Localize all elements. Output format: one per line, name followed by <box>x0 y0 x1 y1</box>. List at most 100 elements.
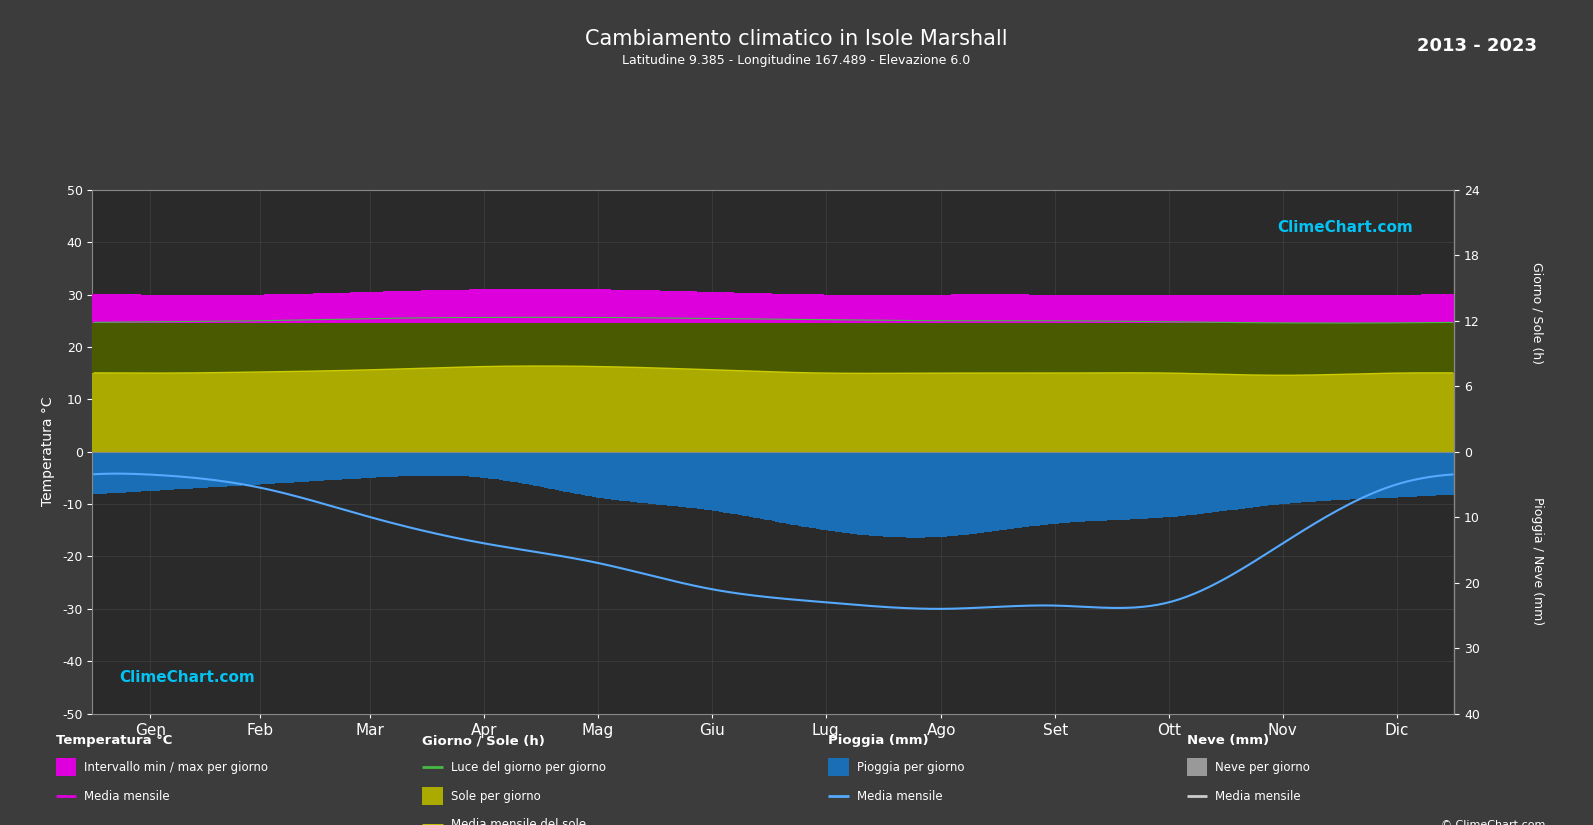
Bar <box>462 452 465 476</box>
Bar <box>1313 452 1316 502</box>
Bar <box>1410 295 1413 323</box>
Bar <box>387 370 390 452</box>
Bar <box>1157 295 1160 323</box>
Bar <box>604 318 607 452</box>
Bar <box>1182 322 1185 452</box>
Bar <box>193 322 198 452</box>
Bar <box>601 290 604 323</box>
Bar <box>1168 295 1171 323</box>
Bar <box>406 452 409 476</box>
Bar <box>685 452 690 507</box>
Bar <box>1168 322 1171 452</box>
Bar <box>1104 295 1107 323</box>
Bar <box>589 290 593 323</box>
Bar <box>618 318 623 452</box>
Bar <box>562 289 566 323</box>
Bar <box>320 293 323 323</box>
Bar <box>1324 295 1327 323</box>
Bar <box>368 318 373 452</box>
Bar <box>1171 295 1174 323</box>
Bar <box>1407 323 1410 452</box>
Bar <box>629 452 634 502</box>
Bar <box>1241 295 1246 323</box>
Bar <box>339 452 342 479</box>
Bar <box>156 295 159 323</box>
Bar <box>612 318 615 452</box>
Bar <box>429 452 432 475</box>
Bar <box>1134 322 1137 452</box>
Bar <box>118 295 123 323</box>
Bar <box>92 373 96 452</box>
Bar <box>704 370 709 452</box>
Bar <box>704 452 709 510</box>
Bar <box>1265 375 1268 452</box>
Bar <box>1360 323 1365 452</box>
Bar <box>884 374 887 452</box>
Bar <box>790 372 793 452</box>
Bar <box>1372 295 1376 323</box>
Bar <box>969 452 973 534</box>
Bar <box>771 294 776 323</box>
Bar <box>601 366 604 452</box>
Bar <box>384 370 387 452</box>
Bar <box>846 452 851 533</box>
Bar <box>543 452 548 488</box>
Bar <box>1402 373 1407 452</box>
Bar <box>140 322 145 452</box>
Bar <box>1196 374 1201 452</box>
Bar <box>1282 323 1287 452</box>
Bar <box>339 319 342 452</box>
Bar <box>237 321 242 452</box>
Bar <box>1388 373 1391 452</box>
Bar <box>946 452 951 536</box>
Bar <box>1193 295 1196 323</box>
Bar <box>1126 373 1129 452</box>
Bar <box>1185 295 1190 323</box>
Bar <box>981 321 984 452</box>
Bar <box>760 294 765 323</box>
Bar <box>637 290 640 323</box>
Bar <box>1383 295 1388 323</box>
Bar <box>1040 321 1043 452</box>
Bar <box>170 373 175 452</box>
Bar <box>276 320 279 452</box>
Bar <box>198 373 201 452</box>
Bar <box>910 295 913 323</box>
Bar <box>618 290 623 323</box>
Bar <box>548 452 551 488</box>
Text: Pioggia (mm): Pioggia (mm) <box>828 734 929 747</box>
Bar <box>1118 295 1123 323</box>
Bar <box>809 295 812 323</box>
Bar <box>645 452 648 503</box>
Bar <box>824 295 827 323</box>
Bar <box>287 371 290 452</box>
Bar <box>981 452 984 533</box>
Bar <box>753 319 757 452</box>
Bar <box>1088 452 1093 521</box>
Bar <box>231 452 234 486</box>
Bar <box>331 319 335 452</box>
Bar <box>1354 295 1357 323</box>
Bar <box>623 452 626 501</box>
Bar <box>851 295 854 323</box>
Bar <box>1327 375 1332 452</box>
Bar <box>409 369 413 452</box>
Bar <box>634 367 637 452</box>
Bar <box>693 452 696 508</box>
Bar <box>276 452 279 483</box>
Bar <box>573 289 578 323</box>
Bar <box>1066 295 1070 323</box>
Bar <box>601 318 604 452</box>
Bar <box>1429 323 1432 452</box>
Bar <box>537 289 540 323</box>
Bar <box>868 374 873 452</box>
Bar <box>738 370 742 452</box>
Bar <box>1179 373 1182 452</box>
Bar <box>204 322 209 452</box>
Bar <box>820 319 824 452</box>
Bar <box>178 373 182 452</box>
Bar <box>1219 452 1223 512</box>
Bar <box>529 452 532 485</box>
Bar <box>1207 452 1212 513</box>
Bar <box>1298 295 1301 323</box>
